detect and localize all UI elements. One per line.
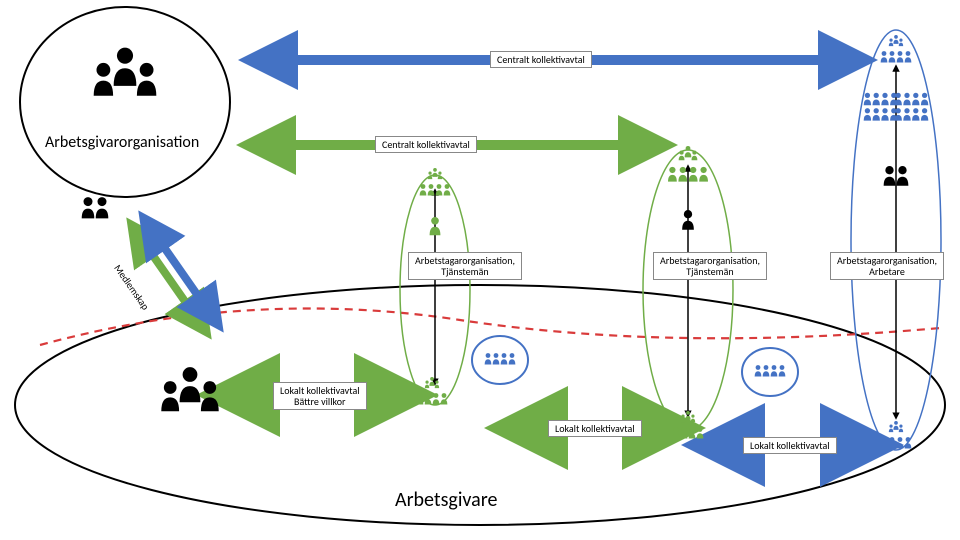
workers-row-icon (755, 365, 786, 376)
local-union-icon (417, 377, 448, 404)
employer-title: Arbetsgivare (395, 488, 497, 512)
employer-org-circle (20, 7, 230, 197)
local-agreement-label-2: Lokalt kollektivavtal (548, 420, 642, 437)
union-label-3-line2: Arbetare (869, 265, 905, 278)
people-icon (161, 367, 218, 411)
union-icon (420, 168, 451, 195)
union-label-3: Arbetstagarorganisation, Arbetare (830, 252, 944, 280)
workers-row-icon (485, 353, 516, 364)
union-label-1: Arbetstagarorganisation, Tjänstemän (408, 252, 522, 280)
union-label-1-line2: Tjänstemän (441, 265, 488, 278)
union-icon (881, 35, 912, 62)
local-agreement-label-3: Lokalt kollektivavtal (743, 437, 837, 454)
people-icon (94, 48, 157, 96)
central-agreement-label-mid: Centralt kollektivavtal (375, 136, 477, 153)
local-union-icon (673, 411, 704, 438)
local-blue-circle-2 (742, 348, 798, 396)
local-union-icon (881, 421, 912, 448)
central-agreement-label-top: Centralt kollektivavtal (490, 51, 592, 68)
union-label-2: Arbetstagarorganisation, Tjänstemän (653, 252, 767, 280)
employer-org-label: Arbetsgivarorganisation (45, 133, 199, 152)
local-agreement-label-1: Lokalt kollektivavtal Bättre villkor (273, 382, 367, 410)
people-icon (82, 197, 109, 218)
local-1-line2: Bättre villkor (294, 395, 345, 408)
union-label-2-line2: Tjänstemän (686, 265, 733, 278)
local-blue-circle-1 (472, 336, 528, 384)
